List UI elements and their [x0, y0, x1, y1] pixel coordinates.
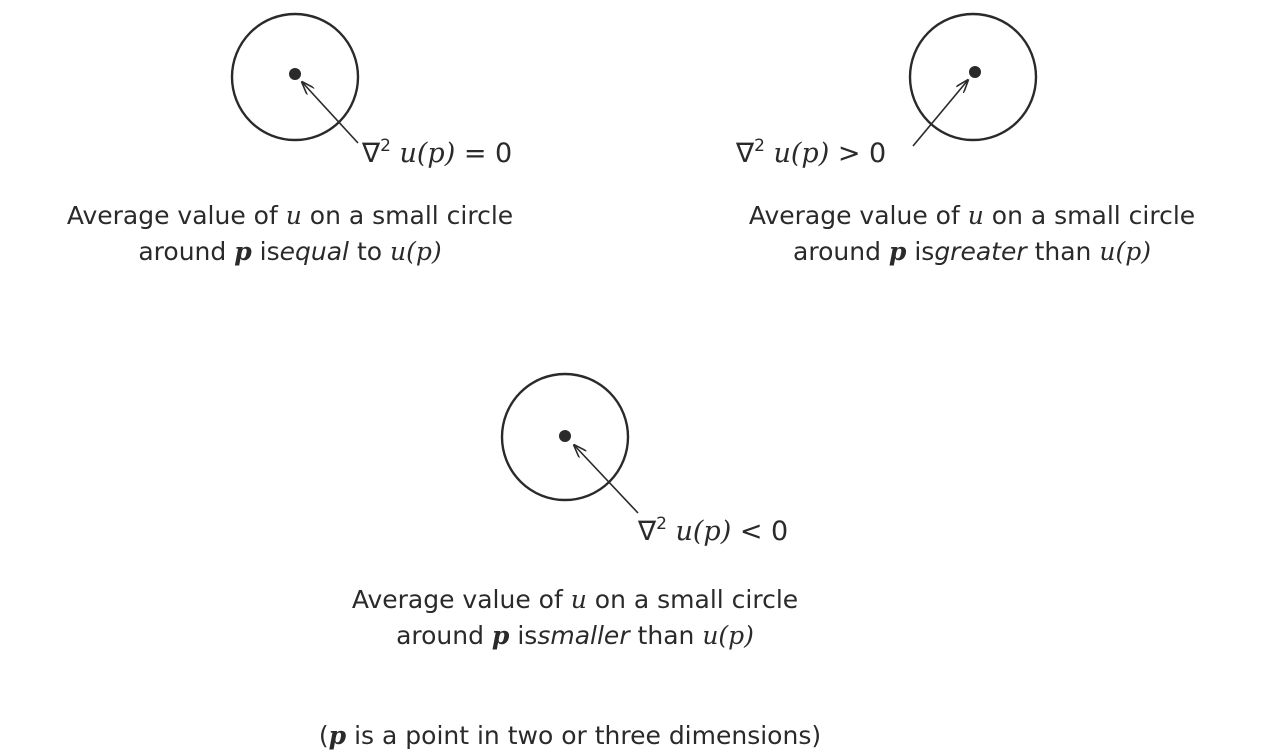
- caption-text: is: [517, 621, 538, 650]
- pointer-arrow-equal: [302, 82, 359, 144]
- pointer-arrow-greater: [912, 80, 968, 147]
- caption-text: on a small circle: [309, 201, 514, 230]
- footnote-var-p: p: [328, 721, 347, 750]
- caption-greater: Average value of u on a small circle aro…: [702, 198, 1242, 270]
- pointer-arrow-smaller: [574, 445, 639, 514]
- power: 2: [380, 136, 391, 156]
- panel-equal-figure: [230, 12, 360, 144]
- argument-p: (p): [692, 516, 732, 547]
- caption-var-p: p: [491, 621, 510, 650]
- caption-line-2: around p isgreater than u(p): [702, 234, 1242, 270]
- small-circle-smaller: [500, 372, 630, 502]
- nabla-symbol: ∇: [362, 138, 381, 169]
- caption-line-2: around p issmaller than u(p): [305, 618, 845, 654]
- footnote-text: is a point in two or three dimensions): [354, 721, 822, 750]
- point-p-equal: [289, 68, 301, 80]
- caption-var-p: p: [888, 237, 907, 266]
- caption-emphasis: greater: [934, 237, 1027, 266]
- footnote-paren: (: [318, 721, 329, 750]
- caption-smaller: Average value of u on a small circle aro…: [305, 582, 845, 654]
- caption-var-u: u: [702, 621, 719, 650]
- nabla-symbol: ∇: [638, 516, 657, 547]
- argument-p: (p): [790, 138, 830, 169]
- caption-line-1: Average value of u on a small circle: [702, 198, 1242, 234]
- power: 2: [754, 136, 765, 156]
- caption-equal: Average value of u on a small circle aro…: [20, 198, 560, 270]
- caption-var-u: u: [570, 585, 587, 614]
- function-u: u: [675, 516, 693, 547]
- caption-var-u: u: [1099, 237, 1116, 266]
- relation: = 0: [463, 138, 513, 169]
- point-p-greater: [969, 66, 981, 78]
- laplacian-formula-smaller: ∇2 u(p) < 0: [638, 508, 788, 548]
- caption-text: around: [396, 621, 484, 650]
- point-p-smaller: [559, 430, 571, 442]
- caption-var-u: u: [390, 237, 407, 266]
- caption-text: around: [793, 237, 881, 266]
- nabla-symbol: ∇: [736, 138, 755, 169]
- caption-var-p: p: [234, 237, 252, 266]
- laplacian-formula-greater: ∇2 u(p) > 0: [736, 130, 886, 170]
- caption-text: than: [637, 621, 695, 650]
- laplacian-formula-equal: ∇2 u(p) = 0: [362, 130, 512, 170]
- caption-text: on a small circle: [594, 585, 799, 614]
- caption-line-1: Average value of u on a small circle: [305, 582, 845, 618]
- relation: > 0: [837, 138, 887, 169]
- relation: < 0: [739, 516, 789, 547]
- caption-text: on a small circle: [991, 201, 1196, 230]
- caption-var-u: u: [967, 201, 984, 230]
- caption-emphasis: equal: [279, 237, 349, 266]
- caption-text: than: [1034, 237, 1092, 266]
- function-u: u: [399, 138, 417, 169]
- caption-text: Average value of: [66, 201, 278, 230]
- caption-text: to: [356, 237, 383, 266]
- caption-line-1: Average value of u on a small circle: [20, 198, 560, 234]
- caption-text: is: [259, 237, 280, 266]
- caption-emphasis: smaller: [537, 621, 630, 650]
- small-circle-greater: [908, 12, 1038, 142]
- caption-var-p: (p): [1115, 237, 1151, 266]
- panel-smaller-figure: [500, 372, 639, 514]
- caption-var-p: (p): [718, 621, 754, 650]
- caption-text: Average value of: [351, 585, 563, 614]
- panel-greater-figure: [908, 12, 1038, 147]
- caption-text: Average value of: [748, 201, 960, 230]
- power: 2: [656, 514, 667, 534]
- argument-p: (p): [416, 138, 456, 169]
- caption-line-2: around p isequal to u(p): [20, 234, 560, 270]
- footnote: (p is a point in two or three dimensions…: [250, 720, 890, 752]
- caption-var-p: (p): [406, 237, 442, 266]
- function-u: u: [773, 138, 791, 169]
- caption-var-u: u: [285, 201, 302, 230]
- caption-text: around: [138, 237, 227, 266]
- caption-text: is: [914, 237, 935, 266]
- small-circle-equal: [230, 12, 360, 142]
